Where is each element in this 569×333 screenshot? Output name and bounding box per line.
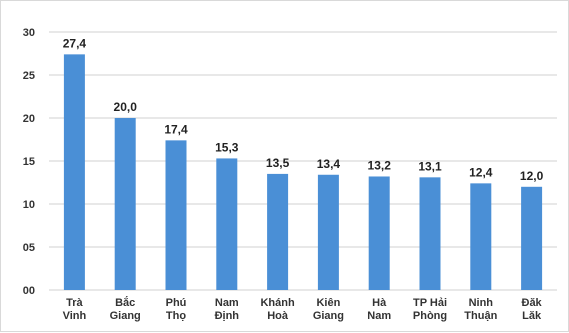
data-label: 13,4 [317, 157, 341, 171]
data-label: 13,5 [266, 156, 290, 170]
bar [216, 158, 238, 290]
data-label: 13,2 [368, 158, 392, 172]
y-tick-label: 10 [23, 199, 35, 211]
y-tick-label: 15 [23, 156, 35, 168]
bar [114, 118, 136, 290]
category-label: Hà Nam [367, 297, 391, 322]
data-label: 12,4 [469, 165, 493, 179]
data-label: 15,3 [215, 140, 239, 154]
data-label: 17,4 [164, 122, 188, 136]
data-label: 27,4 [63, 36, 87, 50]
category-label: TP Hải Phòng [413, 297, 447, 322]
category-label: Kiên Giang [313, 297, 344, 322]
category-label: Phú Thọ [166, 297, 187, 322]
category-label: Trà Vinh [63, 297, 87, 322]
bar [368, 176, 390, 290]
category-label: Nam Định [215, 297, 240, 322]
y-tick-label: 05 [23, 242, 35, 254]
y-tick-label: 20 [23, 113, 35, 125]
y-axis-tick-labels: 00 05 10 15 20 25 30 [23, 27, 35, 297]
data-label: 12,0 [520, 169, 544, 183]
category-labels: Trà Vinh Bắc Giang Phú Thọ Nam Định Khánh Hoà Kiên… [63, 296, 543, 322]
bar [165, 140, 187, 290]
category-label: Ninh Thuận [464, 297, 497, 322]
bar [470, 183, 492, 290]
bar [63, 54, 85, 290]
bar [521, 186, 543, 290]
category-label: Đăk Lăk [522, 297, 543, 322]
bar [267, 173, 289, 290]
bar [419, 177, 441, 290]
bars [63, 54, 543, 290]
data-label: 20,0 [114, 100, 138, 114]
category-label: Bắc Giang [110, 296, 141, 322]
category-label: Khánh Hoà [260, 297, 295, 322]
value-labels: 27,4 20,0 17,4 15,3 13,5 13,4 13,2 13,1 12,4 12,0 [63, 36, 544, 182]
bar [317, 174, 339, 290]
data-label: 13,1 [418, 159, 442, 173]
y-tick-label: 25 [23, 70, 35, 82]
y-tick-label: 00 [23, 285, 35, 297]
y-tick-label: 30 [23, 27, 35, 39]
